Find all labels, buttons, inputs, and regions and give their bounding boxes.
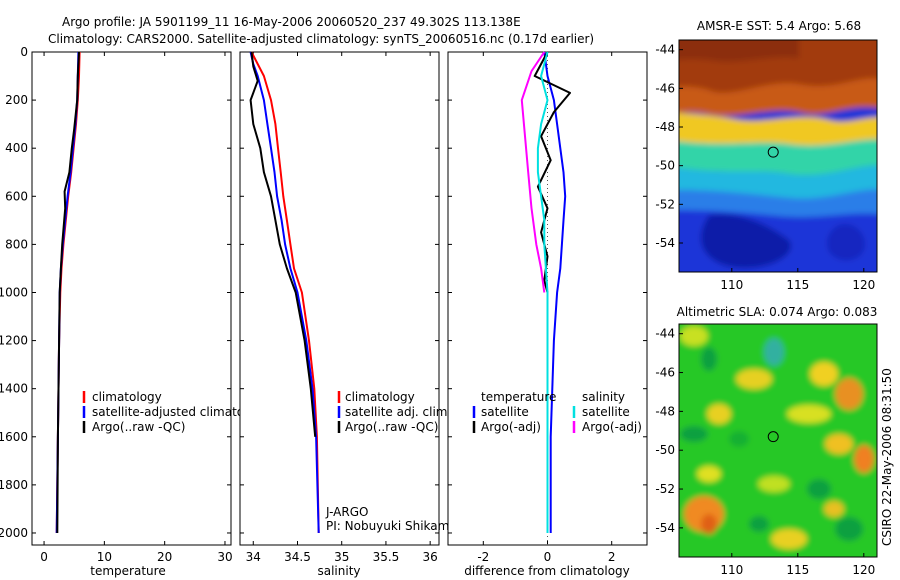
y-tick-label: 200: [5, 93, 28, 107]
x-tick-label: 120: [852, 563, 875, 577]
sst-map-frame: [678, 39, 878, 273]
salinity-lines: [249, 51, 320, 534]
salinity-y-ticks: [240, 51, 439, 534]
x-tick-label: 0: [40, 550, 48, 564]
sst-heatmap: [679, 40, 877, 272]
x-tick-label: 120: [852, 278, 875, 292]
series-line-temperature-argo-adj-: [533, 51, 571, 305]
sst-map-ticks: 110 115 120 -44 -46 -48 -50 -52 -54: [655, 43, 875, 292]
x-tick-label: 20: [157, 550, 172, 564]
x-tick-label: -2: [477, 550, 489, 564]
y-tick-label: 1200: [0, 334, 28, 348]
temperature-legend: climatology satellite-adjusted climatolo…: [82, 390, 270, 434]
salinity-axes-frame: [239, 51, 440, 546]
temperature-panel: 0 200 400 600 800 1000 1200 1400 1600 1800 2000 0 1…: [0, 45, 270, 578]
x-tick-label: 110: [720, 563, 743, 577]
x-tick-label: 34.5: [284, 550, 311, 564]
argo-location-marker: [767, 146, 779, 158]
legend-heading-salinity: salinity: [582, 390, 625, 404]
sst-map-title: AMSR-E SST: 5.4 Argo: 5.68: [697, 19, 861, 33]
sla-map-panel: Altimetric SLA: 0.074 Argo: 0.083: [655, 305, 878, 577]
title-line-2: Climatology: CARS2000. Satellite-adjuste…: [48, 32, 594, 46]
legend-label-argo: Argo(..raw -QC): [92, 420, 185, 434]
legend-label-temp-satellite: satellite: [481, 405, 529, 419]
series-line-temperature-satellite: [543, 51, 567, 533]
y-tick-label: -52: [655, 197, 675, 211]
x-tick-label: 34: [246, 550, 261, 564]
annotation-project: J-ARGO: [325, 505, 368, 519]
y-tick-label: 2000: [0, 526, 28, 540]
y-tick-label: 1800: [0, 478, 28, 492]
y-tick-label: -48: [655, 404, 675, 418]
y-tick-label: -54: [655, 236, 675, 250]
series-line-argo-raw-qc-: [249, 51, 317, 437]
y-tick-label: 800: [5, 237, 28, 251]
y-tick-label: -46: [655, 366, 675, 380]
series-line-argo-raw-qc-: [56, 51, 80, 534]
y-tick-label: -50: [655, 443, 675, 457]
x-tick-label: 115: [786, 278, 809, 292]
x-tick-label: 36: [423, 550, 438, 564]
y-tick-label: -50: [655, 159, 675, 173]
y-tick-label: 1400: [0, 382, 28, 396]
temperature-lines: [55, 51, 81, 534]
y-tick-label: -46: [655, 81, 675, 95]
sla-map-ticks: 110 115 120 -44 -46 -48 -50 -52 -54: [655, 327, 875, 577]
legend-label-sal-argo: Argo(-adj): [582, 420, 642, 434]
sla-heatmap: [679, 324, 877, 557]
legend-label-satellite: satellite adj. clim.: [345, 405, 451, 419]
difference-xlabel: difference from climatology: [464, 564, 630, 578]
x-tick-label: 0: [544, 550, 552, 564]
temperature-x-ticks: 0 10 20 30: [40, 52, 233, 564]
legend-label-climatology: climatology: [345, 390, 415, 404]
temperature-axes-frame: [31, 51, 232, 546]
legend-label-temp-argo: Argo(-adj): [481, 420, 541, 434]
difference-lines: [520, 51, 571, 545]
argo-location-marker: [767, 431, 779, 443]
legend-label-argo: Argo(..raw -QC): [345, 420, 438, 434]
x-tick-label: 10: [97, 550, 112, 564]
x-tick-label: 115: [786, 563, 809, 577]
sla-map-title: Altimetric SLA: 0.074 Argo: 0.083: [677, 305, 878, 319]
y-tick-label: 400: [5, 141, 28, 155]
temperature-xlabel: temperature: [90, 564, 165, 578]
difference-legend: temperature satellite Argo(-adj) salinit…: [472, 390, 642, 434]
x-tick-label: 35: [334, 550, 349, 564]
series-line-climatology: [250, 51, 320, 534]
series-line-salinity-satellite: [536, 51, 549, 533]
x-tick-label: 30: [217, 550, 232, 564]
y-tick-label: 600: [5, 189, 28, 203]
y-tick-label: -48: [655, 120, 675, 134]
title-line-1: Argo profile: JA 5901199_11 16-May-2006 …: [62, 15, 521, 29]
legend-label-climatology: climatology: [92, 390, 162, 404]
sla-map-frame: [678, 323, 878, 558]
salinity-xlabel: salinity: [317, 564, 360, 578]
x-tick-label: 110: [720, 278, 743, 292]
y-tick-label: 1600: [0, 430, 28, 444]
x-tick-label: 2: [608, 550, 616, 564]
annotation-pi: PI: Nobuyuki Shikama: [326, 519, 457, 533]
y-tick-label: -44: [655, 43, 675, 57]
difference-y-ticks: [448, 51, 647, 534]
temperature-y-ticks: 0 200 400 600 800 1000 1200 1400 1600 1800 2000: [0, 45, 231, 540]
legend-heading-temperature: temperature: [481, 390, 556, 404]
series-line-salinity-argo-adj-: [520, 51, 546, 293]
csiro-timestamp: CSIRO 22-May-2006 08:31:50: [880, 368, 894, 546]
y-tick-label: -52: [655, 482, 675, 496]
x-tick-label: 35.5: [373, 550, 400, 564]
salinity-x-ticks: 34 34.5 35 35.5 36: [246, 52, 438, 564]
sst-map-panel: AMSR-E SST: 5.4 Argo: 5.68 110 115 120 -44 -…: [655, 19, 878, 292]
y-tick-label: -44: [655, 327, 675, 341]
y-tick-label: 1000: [0, 285, 28, 299]
salinity-legend: climatology satellite adj. clim. Argo(..…: [337, 390, 451, 434]
y-tick-label: 0: [20, 45, 28, 59]
difference-panel: -2 0 2 difference from climatology tempera…: [447, 51, 648, 578]
legend-label-satellite: satellite-adjusted climatology: [92, 405, 270, 419]
series-line-satellite-adj-clim-: [249, 51, 320, 534]
y-tick-label: -54: [655, 521, 675, 535]
salinity-panel: 34 34.5 35 35.5 36 salinity climatology sate…: [239, 51, 457, 578]
legend-label-sal-satellite: satellite: [582, 405, 630, 419]
